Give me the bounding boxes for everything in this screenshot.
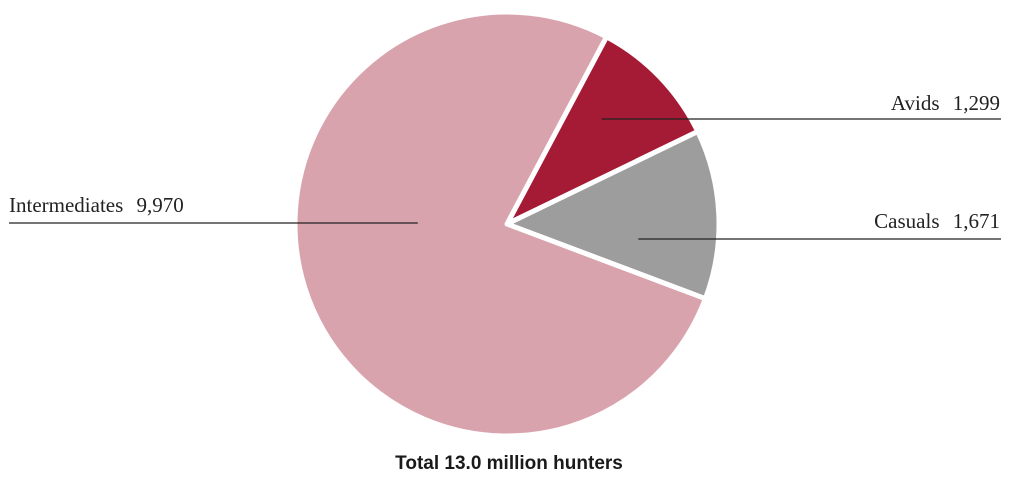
slice-label-avids: Avids 1,299	[891, 91, 1000, 115]
leader-lines	[9, 118, 1001, 240]
pie-slice-intermediates	[292, 9, 708, 439]
slice-label-casuals: Casuals 1,671	[874, 209, 1000, 233]
pie-slice-casuals	[504, 129, 722, 302]
pie-slice-avids	[504, 34, 701, 227]
slice-label-intermediates: Intermediates 9,970	[9, 193, 184, 217]
chart-caption: Total 13.0 million hunters	[395, 453, 623, 474]
pie-slices	[292, 9, 722, 439]
